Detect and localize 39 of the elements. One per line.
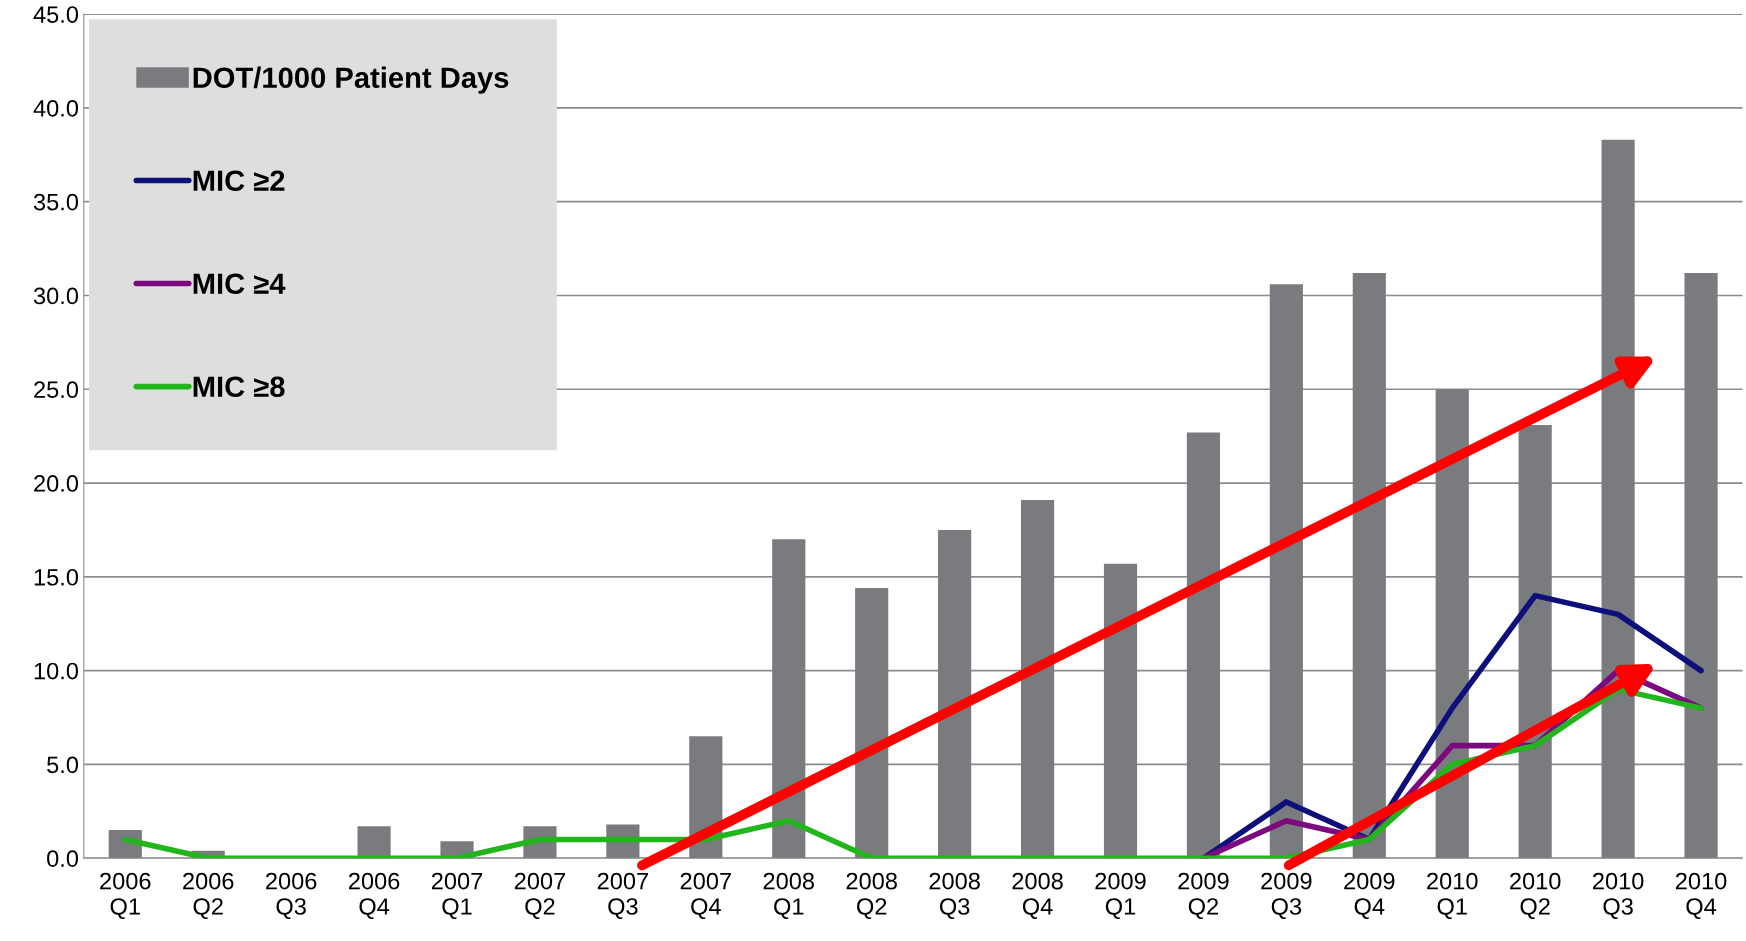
x-tick-label: 2009 Q1 [1095, 872, 1146, 920]
x-tick-label: 2008 Q1 [763, 872, 814, 920]
x-tick-label: 2010 Q3 [1593, 872, 1644, 920]
y-tick-label: 10.0 [34, 662, 79, 680]
bar [1518, 424, 1552, 859]
y-tick-label: 5.0 [47, 756, 79, 774]
x-tick-label: 2008 Q4 [1012, 872, 1063, 920]
x-tick-label: 2008 Q2 [846, 872, 897, 920]
x-tick-label: 2006 Q3 [266, 872, 317, 920]
legend-label: MIC ≥8 [193, 376, 285, 398]
x-tick-label: 2006 Q2 [183, 872, 234, 920]
legend-label: MIC ≥2 [193, 170, 285, 192]
y-tick-label: 35.0 [33, 193, 79, 211]
x-tick-label: 2009 Q3 [1261, 872, 1312, 920]
legend-label: MIC ≥4 [193, 273, 286, 295]
x-tick-label: 2008 Q3 [929, 872, 980, 920]
x-tick-label: 2010 Q2 [1510, 872, 1561, 920]
bar [1352, 272, 1386, 859]
x-tick-label: 2007 Q2 [514, 872, 566, 920]
x-tick-label: 2007 Q3 [597, 872, 648, 920]
y-tick-label: 15.0 [34, 568, 79, 586]
y-tick-label: 0.0 [47, 850, 79, 867]
x-tick-label: 2010 Q1 [1427, 872, 1478, 920]
bar [772, 539, 806, 859]
x-tick-label: 2007 Q4 [680, 872, 731, 920]
legend-label: DOT/1000 Patient Days [193, 66, 509, 94]
x-tick-label: 2006 Q1 [100, 872, 151, 920]
y-tick-label: 40.0 [33, 99, 79, 117]
x-tick-label: 2009 Q2 [1178, 872, 1229, 920]
y-tick-label: 20.0 [34, 475, 79, 492]
x-tick-label: 2006 Q4 [349, 872, 400, 920]
y-tick-label: 45.0 [33, 6, 79, 23]
y-tick-label: 25.0 [34, 381, 79, 399]
x-tick-label: 2007 Q1 [431, 872, 483, 920]
x-tick-label: 2009 Q4 [1344, 872, 1395, 920]
bar [1684, 272, 1718, 859]
bar [855, 588, 889, 859]
x-tick-label: 2010 Q4 [1675, 872, 1727, 920]
y-tick-label: 30.0 [33, 287, 79, 305]
